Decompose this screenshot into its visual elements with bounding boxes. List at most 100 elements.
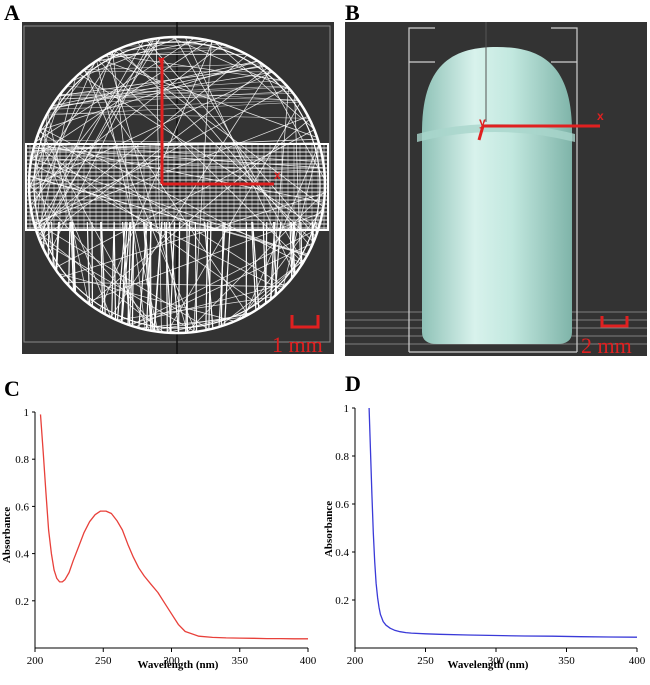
x-tick-label: 300 [488, 655, 505, 667]
wire-horizontal [29, 88, 325, 108]
wire-chord [167, 311, 253, 333]
wire-vertical [163, 221, 173, 333]
scale-bar [600, 316, 629, 328]
wireframe-top-view: y x 1 mm [22, 22, 334, 354]
wire-chord [61, 192, 325, 278]
wire-horizontal [29, 93, 325, 102]
series-line [368, 407, 638, 638]
band-outline [25, 143, 329, 231]
wire-vertical [113, 221, 117, 333]
wire-vertical [142, 221, 153, 333]
wire-vertical [177, 221, 181, 333]
wire-horizontal [29, 112, 325, 120]
y-axis-title: Absorbance [1, 507, 13, 563]
wire-chord [294, 95, 301, 267]
wire-horizontal [29, 70, 325, 73]
y-tick-label: 1 [344, 403, 350, 415]
wire-chord [29, 184, 161, 333]
chart-c-svg: 200 250 300 350 400 0.2 0.4 0.6 0.8 1 Wavelength … [1, 407, 317, 671]
y-tick-label: 0.2 [335, 595, 349, 607]
wire-chord [37, 134, 112, 318]
x-tick-label: 300 [163, 655, 180, 667]
y-tick-label: 0.8 [15, 454, 29, 466]
x-axis-title: Wavelength (nm) [138, 659, 219, 671]
wire-vertical [144, 221, 155, 333]
chart-d: 200 250 300 350 400 0.2 0.4 0.6 0.8 1 Wavelength … [322, 395, 650, 685]
panel-label-b: B [345, 0, 360, 25]
x-tick-label: 350 [558, 655, 575, 667]
wire-vertical [153, 221, 163, 333]
x-axis-title: Wavelength (nm) [448, 659, 529, 671]
wire-chord [33, 147, 325, 169]
wireframe-svg: y x 1 mm [23, 22, 331, 354]
x-tick-label: 200 [347, 655, 364, 667]
x-tick-label: 200 [27, 655, 44, 667]
wire-chord [174, 37, 304, 263]
wire-chord [30, 37, 161, 206]
wire-vertical [223, 221, 231, 333]
panel-label-c: C [4, 376, 20, 401]
y-axis-letter: y [158, 53, 165, 67]
wire-chord [130, 228, 319, 326]
wire-chord [58, 273, 235, 322]
scale-label: 1 mm [272, 332, 323, 354]
wire-chord [31, 40, 210, 160]
capsule-cap [422, 47, 572, 132]
wire-chord [84, 69, 197, 332]
wire-chord [214, 41, 315, 130]
series-line [39, 414, 308, 640]
wire-horizontal [29, 44, 325, 53]
y-axis-letter: y [479, 115, 486, 129]
wire-horizontal [29, 61, 325, 73]
x-tick-label: 350 [232, 655, 249, 667]
scale-label: 2 mm [581, 333, 632, 356]
wire-chord [35, 37, 195, 143]
x-tick-label: 400 [300, 655, 317, 667]
bounding-box [408, 27, 578, 353]
x-tick-label: 250 [417, 655, 434, 667]
wire-chord [240, 207, 324, 319]
wire-chord [79, 73, 319, 229]
y-tick-label: 0.4 [15, 549, 29, 561]
wire-chord [166, 102, 301, 333]
wire-chord [135, 242, 314, 328]
wire-chord [33, 116, 309, 224]
y-tick-label: 0.6 [335, 499, 349, 511]
y-axis-title: Absorbance [323, 501, 335, 557]
wire-vertical [205, 221, 209, 333]
wire-vertical [126, 221, 132, 333]
wire-vertical [41, 221, 45, 333]
y-tick-label: 1 [24, 407, 30, 419]
wire-inner-circle [33, 41, 321, 329]
capsule-render: y x 2 mm [345, 22, 647, 356]
wire-chord [114, 50, 324, 208]
wire-vertical [145, 221, 153, 333]
wire-band [25, 143, 329, 231]
y-tick-label: 0.4 [335, 547, 349, 559]
y-tick-label: 0.8 [335, 451, 349, 463]
capsule-body [422, 132, 572, 344]
x-axis-letter: x [597, 109, 604, 123]
wire-vertical [168, 221, 180, 333]
wire-chord [37, 60, 98, 136]
capsule-svg: y x 2 mm [345, 22, 647, 356]
wire-horizontal [29, 91, 325, 101]
chart-c: 200 250 300 350 400 0.2 0.4 0.6 0.8 1 Wavelength … [0, 400, 330, 685]
cap-rim [417, 124, 575, 142]
wire-horizontal [29, 98, 325, 111]
wire-chord [34, 144, 262, 307]
wire-chord [258, 61, 325, 180]
wire-chord [97, 59, 304, 263]
chart-d-svg: 200 250 300 350 400 0.2 0.4 0.6 0.8 1 Wavelength … [323, 403, 646, 671]
wire-horizontal [29, 100, 325, 117]
wire-vertical [91, 221, 94, 333]
wire-chord [71, 37, 180, 82]
wire-chord [218, 258, 306, 328]
wire-vertical [300, 221, 304, 333]
panel-label-a: A [4, 0, 20, 25]
wire-chord [86, 211, 323, 303]
x-tick-label: 400 [629, 655, 646, 667]
wire-chord [112, 51, 146, 330]
wire-outline-circle [27, 35, 327, 335]
wire-vertical [208, 221, 212, 333]
